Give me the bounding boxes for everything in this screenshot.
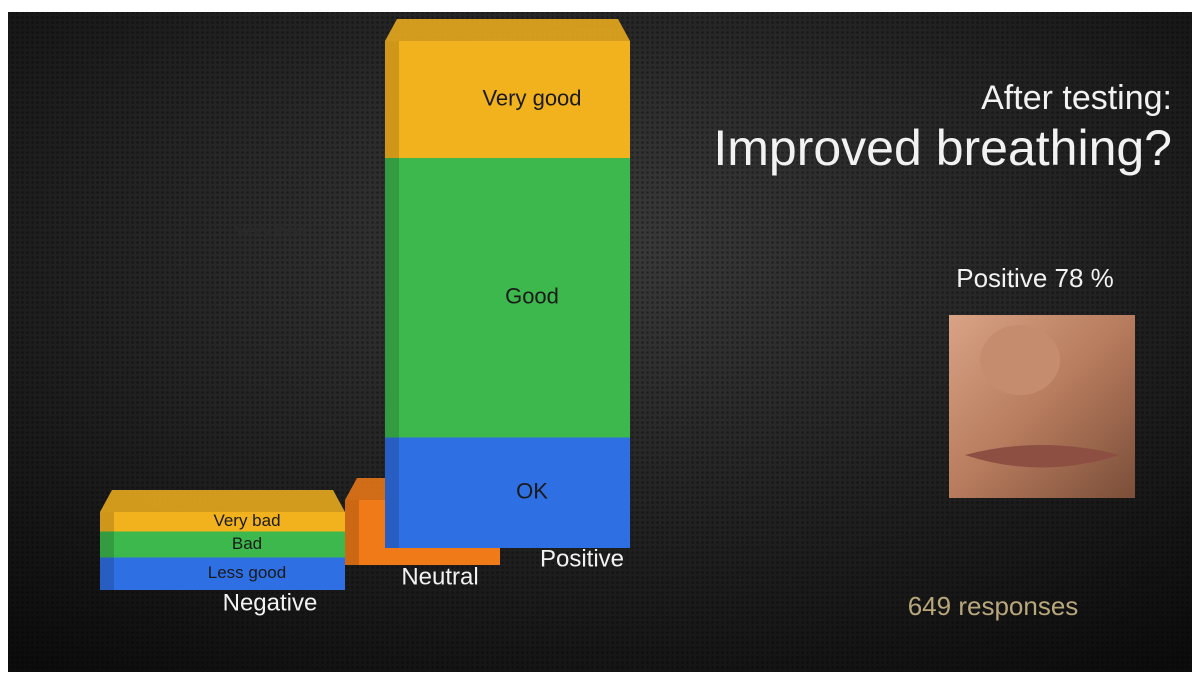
bar-segment xyxy=(100,557,345,590)
chart-subtitle: Improved breathing? xyxy=(713,120,1172,176)
bar-top xyxy=(100,490,345,512)
bar-shade xyxy=(100,512,114,590)
bar-shade xyxy=(345,500,359,565)
segment-label: Good xyxy=(505,284,559,309)
x-tick-label: Neutral xyxy=(401,563,478,590)
bar-top xyxy=(385,19,630,41)
annotation: 649 responses xyxy=(908,591,1079,621)
x-tick-label: Positive xyxy=(540,545,624,572)
bar-segment xyxy=(100,531,345,558)
segment-label: OK xyxy=(516,479,548,504)
bar-segment xyxy=(385,41,630,158)
bar-segment xyxy=(385,437,630,548)
annotation: Positive 78 % xyxy=(956,263,1114,293)
bar-shade xyxy=(385,41,399,548)
photo-lips xyxy=(965,445,1120,468)
segment-label: Bad xyxy=(232,534,262,553)
segment-label: Very good xyxy=(482,85,581,110)
segment-label: Very bad xyxy=(213,511,280,530)
segment-label: Less good xyxy=(208,563,286,582)
x-tick-label: Negative xyxy=(223,589,318,616)
ghost-label: Very bad xyxy=(234,221,305,241)
bar-segment xyxy=(385,158,630,438)
chart-title: After testing: xyxy=(981,79,1172,117)
photo-nose xyxy=(980,325,1060,395)
bar-segment xyxy=(100,512,345,532)
